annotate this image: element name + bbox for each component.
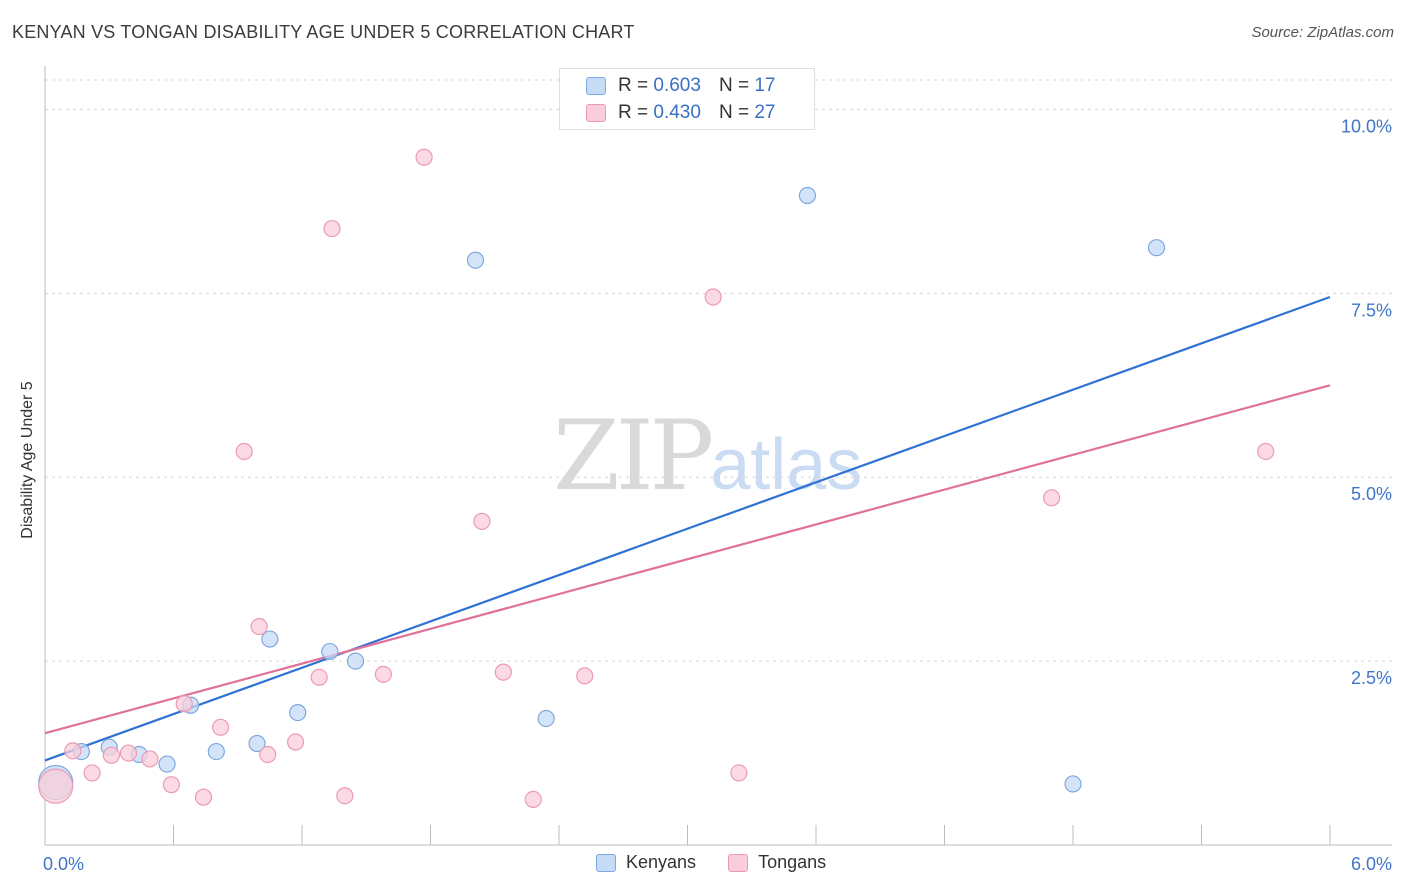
- tongan-point: [141, 750, 159, 768]
- series-legend: Kenyans Tongans: [596, 852, 858, 873]
- kenyan-point: [466, 251, 485, 269]
- y-tick-label: 7.5%: [1351, 300, 1392, 320]
- tongan-point: [102, 746, 120, 764]
- kenyan-point: [1064, 775, 1082, 793]
- x-tick-label: 0.0%: [43, 854, 84, 874]
- tongan-point: [576, 667, 594, 685]
- kenyan-point: [289, 703, 307, 722]
- data-points: [38, 148, 1275, 808]
- tongan-point: [704, 288, 722, 306]
- kenyan-point: [248, 734, 266, 753]
- y-axis-label-wrap: Disability Age Under 5: [16, 250, 40, 670]
- tongans-swatch: [728, 853, 749, 872]
- y-tick-label: 5.0%: [1351, 484, 1392, 504]
- tongan-point: [336, 787, 354, 805]
- kenyan-point: [346, 652, 365, 670]
- legend-label-kenyans: Kenyans: [626, 852, 697, 872]
- legend-row-kenyans: R = 0.603 N = 17: [586, 74, 775, 98]
- n-value: 27: [754, 102, 776, 123]
- r-value: 0.430: [653, 102, 701, 123]
- y-tick-label: 2.5%: [1351, 668, 1392, 688]
- axes: [44, 66, 1392, 846]
- correlation-legend: R = 0.603 N = 17 R = 0.430 N = 27: [559, 68, 815, 130]
- kenyan-point: [207, 742, 225, 761]
- tongan-point: [415, 148, 433, 166]
- tongan-point: [1257, 442, 1275, 461]
- legend-label-tongans: Tongans: [758, 852, 827, 872]
- r-label: R =: [618, 75, 649, 96]
- tongan-point: [194, 788, 213, 806]
- chart-title: KENYAN VS TONGAN DISABILITY AGE UNDER 5 …: [12, 22, 635, 42]
- tongan-point: [494, 663, 512, 681]
- tongan-point: [175, 695, 193, 713]
- tongan-point: [235, 442, 253, 461]
- tick-labels: 2.5% 5.0% 7.5% 10.0% 0.0% 6.0%: [43, 116, 1392, 874]
- tongan-point: [250, 617, 268, 636]
- kenyan-point: [1147, 239, 1166, 257]
- tongan-point: [64, 742, 82, 760]
- kenyan-point: [537, 709, 555, 728]
- gridlines: [45, 79, 1392, 662]
- tongan-point: [38, 768, 74, 804]
- y-tick-label: 10.0%: [1341, 116, 1392, 136]
- legend-row-tongans: R = 0.430 N = 27: [586, 101, 775, 125]
- n-value: 17: [754, 75, 776, 96]
- kenyan-trend-line: [44, 295, 1331, 762]
- tongan-point: [119, 744, 138, 762]
- kenyans-swatch: [586, 77, 606, 95]
- tongan-point: [473, 512, 491, 530]
- x-tick-label: 6.0%: [1351, 854, 1392, 874]
- legend-item-tongans[interactable]: Tongans: [728, 852, 826, 873]
- n-label: N =: [718, 102, 750, 123]
- kenyan-point: [798, 186, 817, 205]
- tongan-point: [286, 733, 305, 751]
- trend-lines: [44, 295, 1331, 762]
- tongan-trend-line: [44, 384, 1331, 735]
- legend-item-kenyans[interactable]: Kenyans: [596, 852, 696, 873]
- r-label: R =: [618, 102, 649, 123]
- kenyan-point: [158, 755, 176, 773]
- kenyan-point: [261, 630, 279, 648]
- tongan-point: [1042, 489, 1061, 507]
- tongan-point: [83, 764, 101, 782]
- tongan-point: [730, 764, 748, 782]
- tongans-swatch: [586, 104, 606, 122]
- tongan-point: [259, 745, 277, 764]
- tongan-point: [212, 718, 230, 736]
- n-label: N =: [718, 75, 750, 96]
- y-axis-label: Disability Age Under 5: [19, 381, 36, 539]
- source-label: Source: ZipAtlas.com: [1251, 24, 1394, 41]
- tongan-point: [374, 665, 392, 683]
- r-value: 0.603: [653, 75, 701, 96]
- tongan-point: [162, 776, 180, 794]
- kenyan-point: [321, 642, 339, 661]
- tongan-point: [310, 668, 328, 686]
- tongan-point: [524, 790, 542, 808]
- kenyans-swatch: [596, 853, 616, 872]
- tongan-point: [323, 219, 341, 238]
